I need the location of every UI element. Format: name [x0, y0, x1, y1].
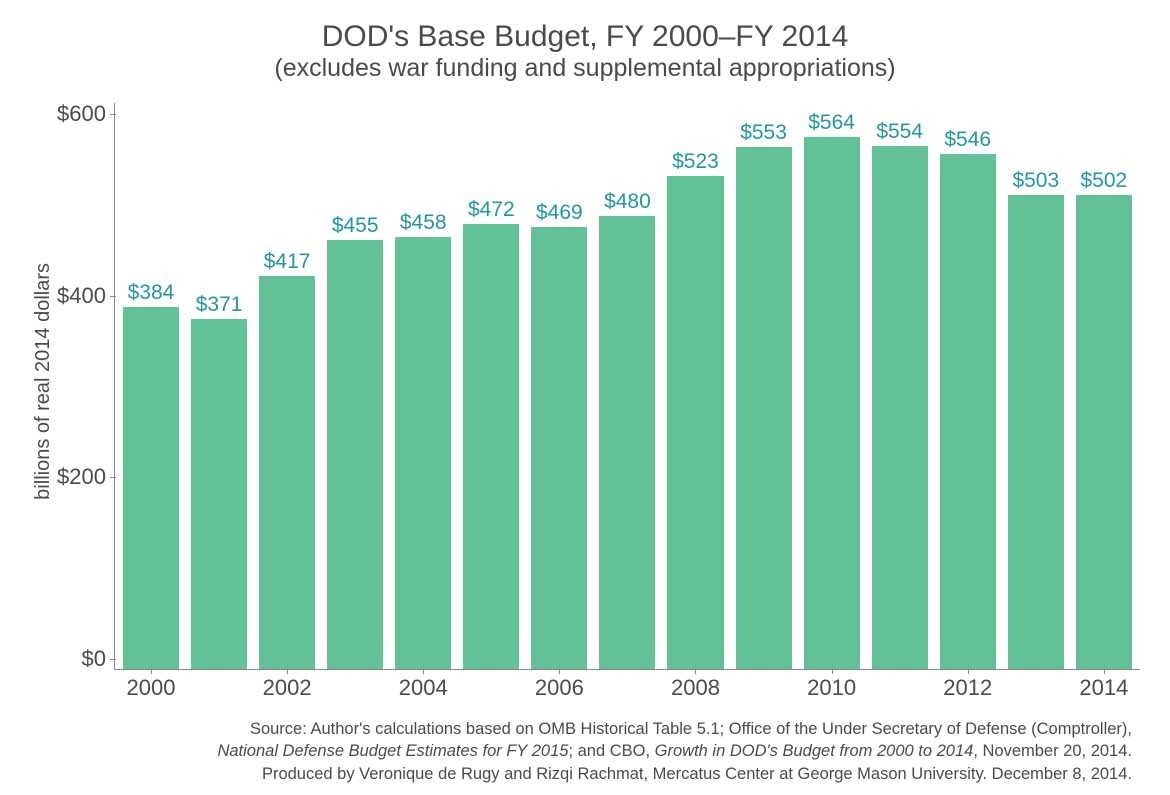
bar-slot: $417: [259, 103, 315, 669]
source-citation: Source: Author's calculations based on O…: [30, 718, 1140, 785]
bar: $502: [1076, 195, 1132, 669]
bar-value-label: $455: [332, 214, 379, 238]
x-tick-label: 2006: [531, 669, 587, 701]
x-tick-label: [736, 669, 792, 701]
x-tick-label: [463, 669, 519, 701]
y-axis: $600 $400 $200 $0: [57, 93, 114, 710]
bar-slot: $455: [327, 103, 383, 669]
bar-slot: $458: [395, 103, 451, 669]
bar-value-label: $458: [400, 211, 447, 235]
bar-slot: $371: [191, 103, 247, 669]
bar-value-label: $546: [944, 128, 991, 152]
bar-value-label: $523: [672, 150, 719, 174]
bar-value-label: $553: [740, 121, 787, 145]
bar-value-label: $384: [128, 281, 175, 305]
chart-container: DOD's Base Budget, FY 2000–FY 2014 (excl…: [0, 0, 1170, 795]
y-tick: $400: [57, 285, 106, 307]
bar: $480: [599, 216, 655, 669]
bars: $384$371$417$455$458$472$469$480$523$553…: [115, 103, 1140, 669]
x-tick-label: [327, 669, 383, 701]
bar-value-label: $371: [196, 293, 243, 317]
source-line3: Produced by Veronique de Rugy and Rizqi …: [262, 765, 1132, 783]
x-tick-label: 2000: [123, 669, 179, 701]
bar: $564: [804, 137, 860, 669]
chart-title: DOD's Base Budget, FY 2000–FY 2014: [30, 20, 1140, 54]
bar-slot: $472: [463, 103, 519, 669]
bar-slot: $502: [1076, 103, 1132, 669]
bar-slot: $469: [531, 103, 587, 669]
x-tick-label: [1008, 669, 1064, 701]
x-axis: 2000 2002 2004 2006 2008 2010 2012 2014: [115, 669, 1140, 701]
bar: $458: [395, 237, 451, 669]
bar-value-label: $503: [1012, 169, 1059, 193]
x-tick-label: 2014: [1076, 669, 1132, 701]
source-line2-b: ; and CBO,: [568, 742, 654, 760]
chart-subtitle: (excludes war funding and supplemental a…: [30, 54, 1140, 83]
bar: $417: [259, 276, 315, 670]
bar-slot: $546: [940, 103, 996, 669]
bar-value-label: $480: [604, 190, 651, 214]
x-tick-label: 2012: [940, 669, 996, 701]
y-tick: $600: [57, 103, 106, 125]
bar-slot: $384: [123, 103, 179, 669]
source-line2-italic-c: Growth in DOD's Budget from 2000 to 2014: [655, 742, 974, 760]
x-tick-label: [599, 669, 655, 701]
bar-value-label: $554: [876, 120, 923, 144]
bar-value-label: $417: [264, 250, 311, 274]
y-axis-label: billions of real 2014 dollars: [30, 263, 57, 500]
x-tick-label: 2002: [259, 669, 315, 701]
bar: $455: [327, 240, 383, 669]
title-block: DOD's Base Budget, FY 2000–FY 2014 (excl…: [30, 20, 1140, 83]
bar: $472: [463, 224, 519, 669]
source-line1: Source: Author's calculations based on O…: [250, 720, 1132, 738]
bar: $469: [531, 227, 587, 670]
bar: $503: [1008, 195, 1064, 670]
bar: $371: [191, 319, 247, 669]
x-tick-label: [191, 669, 247, 701]
source-line2-italic-a: National Defense Budget Estimates for FY…: [217, 742, 568, 760]
bar: $384: [123, 307, 179, 669]
x-tick-label: [872, 669, 928, 701]
bar: $553: [736, 147, 792, 669]
bar: $554: [872, 146, 928, 669]
bar: $523: [667, 176, 723, 670]
bar-value-label: $472: [468, 198, 515, 222]
bar-value-label: $564: [808, 111, 855, 135]
x-tick-label: 2008: [667, 669, 723, 701]
x-tick-label: 2004: [395, 669, 451, 701]
x-tick-label: 2010: [804, 669, 860, 701]
bar-value-label: $469: [536, 201, 583, 225]
bar-slot: $553: [736, 103, 792, 669]
bar: $546: [940, 154, 996, 669]
y-tick: $200: [57, 466, 106, 488]
bar-slot: $554: [872, 103, 928, 669]
bar-slot: $523: [667, 103, 723, 669]
bar-slot: $564: [804, 103, 860, 669]
bar-slot: $480: [599, 103, 655, 669]
plot-area: billions of real 2014 dollars $600 $400 $2…: [30, 93, 1140, 710]
bar-value-label: $502: [1081, 169, 1128, 193]
source-line2-d: , November 20, 2014.: [973, 742, 1132, 760]
y-tick: $0: [81, 648, 105, 670]
bars-region: $384$371$417$455$458$472$469$480$523$553…: [114, 103, 1140, 670]
bar-slot: $503: [1008, 103, 1064, 669]
